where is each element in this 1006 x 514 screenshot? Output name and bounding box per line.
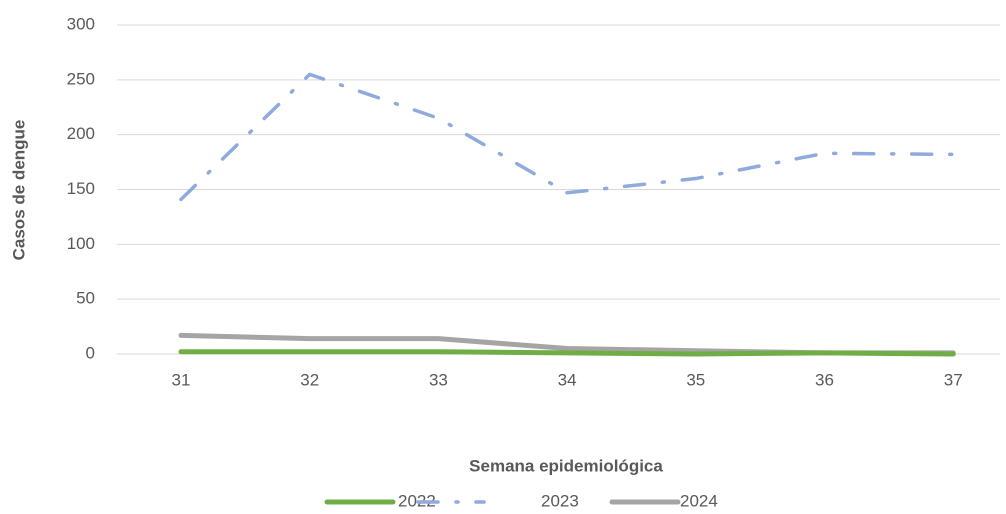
series-line bbox=[178, 349, 956, 357]
y-tick-label: 150 bbox=[67, 179, 95, 198]
x-tick-label: 37 bbox=[944, 370, 963, 389]
x-tick-label: 33 bbox=[429, 370, 448, 389]
legend-label: 2023 bbox=[541, 491, 579, 510]
x-tick-label: 31 bbox=[172, 370, 191, 389]
y-tick-label: 50 bbox=[76, 289, 95, 308]
y-tick-label: 0 bbox=[86, 343, 95, 362]
legend-label: 2024 bbox=[680, 491, 718, 510]
x-tick-label: 36 bbox=[815, 370, 834, 389]
y-tick-label: 100 bbox=[67, 234, 95, 253]
x-tick-label: 35 bbox=[686, 370, 705, 389]
x-axis-title: Semana epidemiológica bbox=[469, 456, 663, 475]
y-tick-label: 250 bbox=[67, 69, 95, 88]
y-tick-label: 200 bbox=[67, 124, 95, 143]
x-tick-label: 32 bbox=[300, 370, 319, 389]
y-tick-label: 300 bbox=[67, 14, 95, 33]
x-tick-label: 34 bbox=[558, 370, 577, 389]
y-axis-title: Casos de dengue bbox=[9, 120, 28, 261]
series-line bbox=[179, 72, 955, 202]
